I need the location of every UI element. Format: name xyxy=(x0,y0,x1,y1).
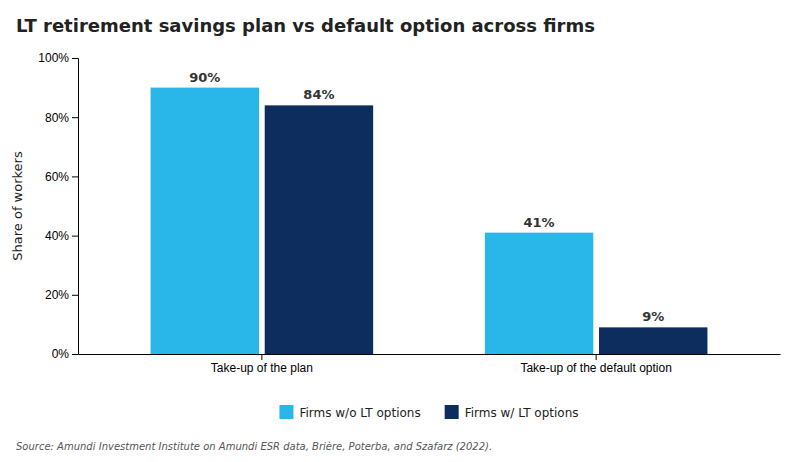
legend: Firms w/o LT options Firms w/ LT options xyxy=(279,405,578,420)
tick: 100% xyxy=(38,51,78,65)
legend-swatch xyxy=(279,405,293,419)
tick-mark xyxy=(72,354,78,355)
bar xyxy=(151,88,259,354)
tick-label: 20% xyxy=(45,288,69,302)
tick-label: 40% xyxy=(45,229,69,243)
data-labels: 90% 41% 84% 9% xyxy=(189,70,664,325)
tick: 80% xyxy=(45,111,78,125)
y-axis-title: Share of workers xyxy=(10,151,25,261)
tick-mark xyxy=(72,176,78,177)
annotation: Source: Amundi Investment Institute on A… xyxy=(16,441,492,452)
bar xyxy=(485,233,593,354)
tick-mark xyxy=(596,354,597,360)
data-label: 84% xyxy=(303,87,334,102)
legend-label: Firms w/ LT options xyxy=(465,406,579,420)
axis-line xyxy=(79,354,781,355)
tick: 0% xyxy=(52,347,78,361)
tick-mark xyxy=(72,295,78,296)
data-label: 90% xyxy=(189,70,220,85)
bar xyxy=(599,327,707,354)
legend-item: Firms w/o LT options xyxy=(279,405,420,420)
plot: 0%20%40%60%80%100%Take-up of the planTak… xyxy=(38,51,780,374)
tick-label: Take-up of the plan xyxy=(211,361,313,375)
tick-mark xyxy=(72,236,78,237)
chart: LT retirement savings plan vs default op… xyxy=(0,0,800,462)
tick: 60% xyxy=(45,170,78,184)
tick: Take-up of the default option xyxy=(520,354,671,375)
y-axis: 0% 20% 40% 60% 80% 100% xyxy=(38,51,78,361)
bar xyxy=(265,105,373,354)
tick: 40% xyxy=(45,229,78,243)
tick-mark xyxy=(72,58,78,59)
tick-label: 100% xyxy=(38,51,69,65)
legend-label: Firms w/o LT options xyxy=(299,406,420,420)
tick: 20% xyxy=(45,288,78,302)
tick-label: 60% xyxy=(45,170,69,184)
data-label: 9% xyxy=(642,309,664,324)
data-label: 41% xyxy=(524,215,555,230)
tick-mark xyxy=(72,117,78,118)
legend-swatch xyxy=(445,405,459,419)
tick-label: 0% xyxy=(52,347,70,361)
tick-label: 80% xyxy=(45,111,69,125)
tick-label: Take-up of the default option xyxy=(520,361,671,375)
title: LT retirement savings plan vs default op… xyxy=(16,15,595,36)
bars xyxy=(151,88,708,354)
x-axis: Take-up of the plan Take-up of the defaul… xyxy=(79,354,781,375)
legend-item: Firms w/ LT options xyxy=(445,405,579,420)
tick: Take-up of the plan xyxy=(211,354,313,375)
tick-mark xyxy=(261,354,262,360)
axis-line xyxy=(72,59,79,355)
